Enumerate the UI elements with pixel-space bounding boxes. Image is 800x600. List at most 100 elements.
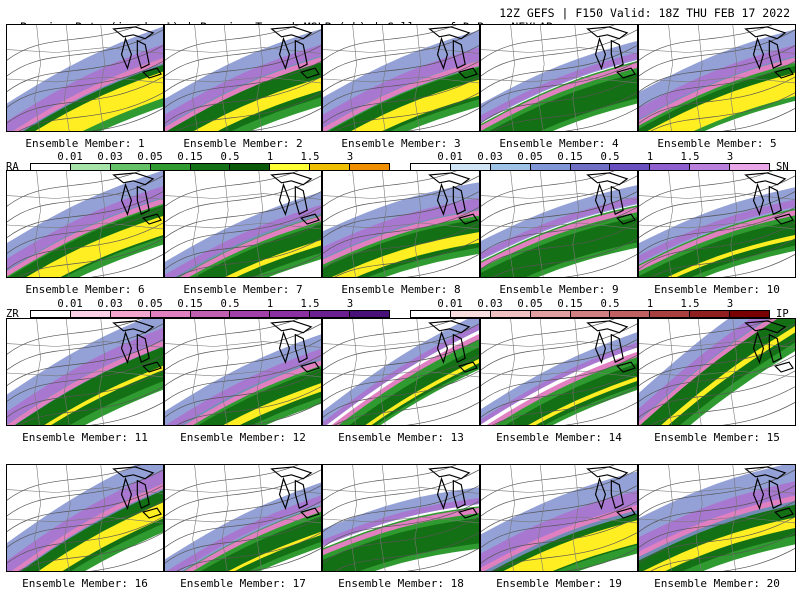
colorbar-swatch <box>690 311 731 317</box>
precip-map-svg <box>7 25 163 131</box>
ensemble-member-label: Ensemble Member: 13 <box>338 431 464 444</box>
isobar-line <box>481 323 637 371</box>
state-border <box>350 465 357 571</box>
colorbar-tick-label: 0.01 <box>57 151 83 163</box>
isobar-line <box>7 206 163 254</box>
heavy-snow-band <box>7 469 163 571</box>
isobar-line <box>639 469 795 517</box>
state-border <box>572 171 580 277</box>
ensemble-member-label: Ensemble Member: 15 <box>654 431 780 444</box>
colorbar-swatch <box>610 311 651 317</box>
colorbar-tick-label: 0.05 <box>137 298 163 310</box>
state-border <box>379 319 387 425</box>
mixed-precip-band <box>7 198 163 277</box>
isobar-line <box>7 465 141 501</box>
colorbar-swatch <box>450 164 491 170</box>
isobar-line <box>492 532 637 571</box>
great-lakes-outline <box>428 320 478 373</box>
isobar-line <box>639 516 795 564</box>
isobar-line <box>639 222 795 270</box>
isobar-line <box>481 319 615 355</box>
isobar-line <box>165 469 321 517</box>
ensemble-member-map <box>638 24 796 132</box>
state-border <box>7 370 163 378</box>
precip-map-svg <box>323 465 479 571</box>
colorbar-swatch <box>530 311 571 317</box>
great-lakes-outline <box>586 172 636 225</box>
colorbar-swatch <box>110 164 151 170</box>
great-lakes-outline <box>112 320 162 373</box>
isobar-line <box>165 516 321 564</box>
state-border <box>695 25 703 131</box>
snow-colorbar <box>410 163 770 171</box>
precip-map-svg <box>323 319 479 425</box>
ensemble-member-map <box>322 170 480 278</box>
intense-rain-area <box>331 232 479 277</box>
colorbar-tick-label: 0.03 <box>477 298 503 310</box>
isobar-line <box>323 339 479 387</box>
colorbar-tick-label: 0.03 <box>97 298 123 310</box>
precip-map-svg <box>7 465 163 571</box>
heavy-rain-area <box>198 368 321 425</box>
heavy-snow-band <box>7 327 163 425</box>
colorbar-tick-label: 1.5 <box>300 298 320 310</box>
state-border <box>7 76 163 84</box>
state-border <box>508 25 515 131</box>
heavy-rain-area <box>14 346 163 425</box>
isobar-line <box>165 206 321 254</box>
state-border <box>508 171 515 277</box>
isobar-line <box>176 92 321 131</box>
isobar-line <box>639 323 795 371</box>
isobar-line <box>565 253 637 277</box>
intense-rain-area <box>503 520 637 571</box>
ensemble-member-label: Ensemble Member: 3 <box>341 137 461 150</box>
state-border <box>481 222 637 230</box>
isobar-line <box>7 76 163 124</box>
isobar-line <box>7 29 163 77</box>
ensemble-member-label: Ensemble Member: 8 <box>341 283 461 296</box>
ensemble-member-map <box>322 24 480 132</box>
state-border <box>192 171 199 277</box>
isobar-line <box>639 60 795 108</box>
great-lakes-outline <box>744 466 794 519</box>
heavy-snow-band <box>165 204 321 277</box>
isobar-line <box>639 206 795 254</box>
isobar-line <box>481 171 615 207</box>
isobar-line <box>165 465 299 501</box>
mixed-precip-band <box>639 495 795 557</box>
state-border <box>350 171 357 277</box>
isobar-line <box>165 500 321 548</box>
isobar-line <box>407 107 479 131</box>
state-border <box>98 25 106 131</box>
mixed-precip-band <box>481 62 637 131</box>
heavy-snow-band <box>323 47 479 128</box>
colorbar-tick-label: 1 <box>266 151 274 163</box>
mixed-precip-band <box>481 206 637 269</box>
colorbar-tick-label: 3 <box>346 151 354 163</box>
state-border <box>572 25 580 131</box>
isobar-line <box>165 171 299 207</box>
state-border <box>192 25 199 131</box>
state-border <box>221 25 229 131</box>
isobar-line <box>323 485 479 533</box>
precip-map-svg <box>165 319 321 425</box>
isobar-line <box>481 354 637 402</box>
state-border <box>192 319 199 425</box>
ensemble-member-label: Ensemble Member: 7 <box>183 283 303 296</box>
state-border <box>666 319 673 425</box>
colorbar-swatch <box>650 164 691 170</box>
isobar-line <box>323 171 457 207</box>
great-lakes-outline <box>112 466 162 519</box>
great-lakes-outline <box>586 320 636 373</box>
isobar-line <box>481 222 637 270</box>
state-border <box>481 341 637 348</box>
ensemble-member-label: Ensemble Member: 4 <box>499 137 619 150</box>
colorbar-tick-label: 0.5 <box>220 298 240 310</box>
ensemble-member-label: Ensemble Member: 1 <box>25 137 145 150</box>
state-border <box>666 171 673 277</box>
ensemble-member-label: Ensemble Member: 16 <box>22 577 148 590</box>
state-border <box>481 76 637 84</box>
intense-rain-area <box>44 365 163 425</box>
state-border <box>730 319 738 425</box>
state-border <box>98 319 106 425</box>
